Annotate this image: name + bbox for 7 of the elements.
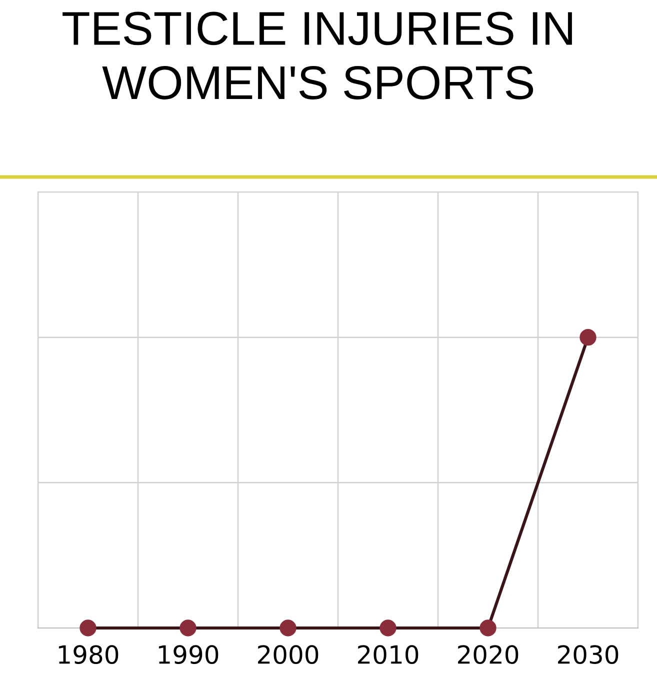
x-tick-label: 2030: [558, 645, 618, 664]
x-tick-label: 2010: [358, 645, 418, 664]
x-tick-label: 1980: [58, 645, 118, 664]
x-tick-label: 1990: [158, 645, 218, 664]
chart-title: TESTICLE INJURIES IN WOMEN'S SPORTS: [62, 12, 572, 100]
x-tick-label: 2000: [258, 645, 318, 664]
x-tick-label: 2020: [458, 645, 518, 664]
